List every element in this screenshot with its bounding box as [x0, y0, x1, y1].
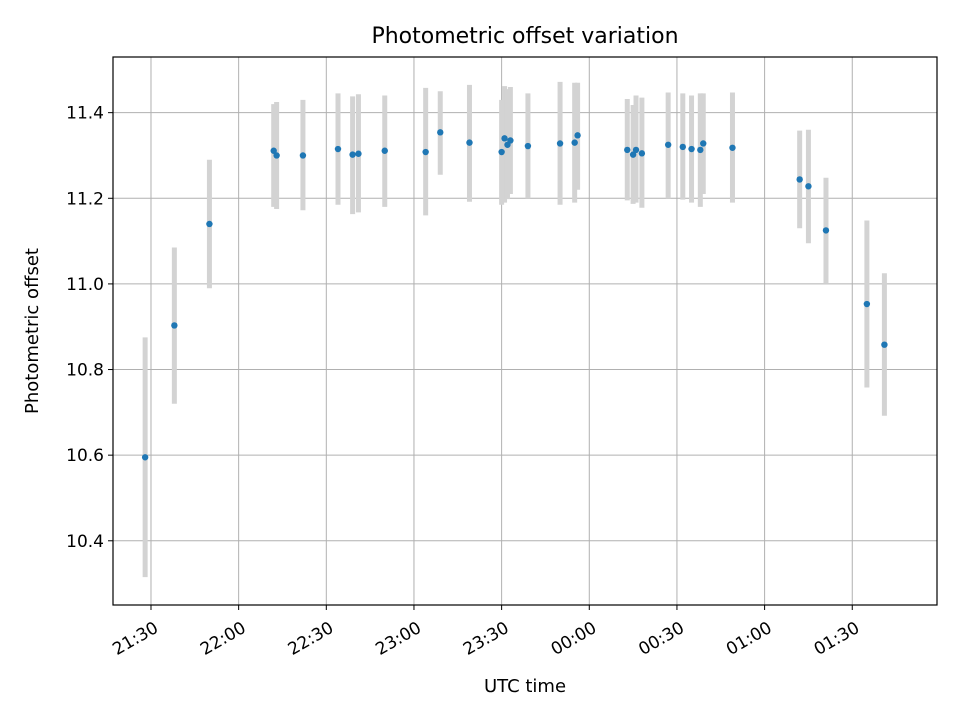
data-point — [507, 137, 514, 144]
y-tick-label: 11.0 — [66, 275, 104, 295]
y-tick-label: 11.4 — [66, 104, 104, 124]
y-axis-label: Photometric offset — [22, 248, 43, 414]
data-point — [299, 152, 307, 159]
x-axis-label: UTC time — [484, 676, 566, 697]
data-point — [349, 151, 356, 158]
data-point — [466, 139, 473, 146]
data-point — [700, 140, 707, 147]
data-point — [381, 147, 388, 154]
grid-layer — [113, 57, 937, 605]
data-point — [498, 148, 505, 156]
data-point — [629, 151, 637, 158]
data-point — [334, 145, 342, 153]
data-point — [729, 144, 736, 151]
data-point — [624, 146, 631, 154]
data-point — [422, 148, 429, 156]
data-point — [881, 341, 888, 348]
y-tick-label: 10.6 — [66, 446, 104, 466]
data-point — [688, 145, 695, 153]
data-point — [171, 322, 178, 329]
data-point — [863, 300, 871, 308]
data-point — [556, 140, 564, 147]
point-layer — [141, 129, 888, 461]
data-point — [524, 142, 532, 150]
data-point — [501, 135, 508, 142]
y-tick-label: 11.2 — [66, 189, 104, 209]
data-point — [206, 220, 213, 228]
plot-frame — [112, 56, 938, 606]
chart-title: Photometric offset variation — [371, 24, 678, 49]
data-point — [822, 227, 830, 234]
data-point — [664, 141, 672, 148]
y-tick-label: 10.8 — [66, 361, 104, 381]
data-point — [270, 147, 277, 154]
data-point — [273, 152, 280, 159]
data-point — [697, 146, 704, 154]
data-point — [355, 150, 362, 157]
data-point — [805, 183, 812, 190]
data-point — [638, 150, 646, 157]
data-point — [796, 176, 803, 183]
data-point — [632, 146, 640, 154]
data-point — [571, 139, 578, 146]
data-point — [437, 129, 444, 136]
data-point — [679, 143, 686, 151]
y-tick-label: 10.4 — [66, 532, 104, 552]
data-point — [574, 132, 581, 139]
data-point — [141, 454, 149, 461]
